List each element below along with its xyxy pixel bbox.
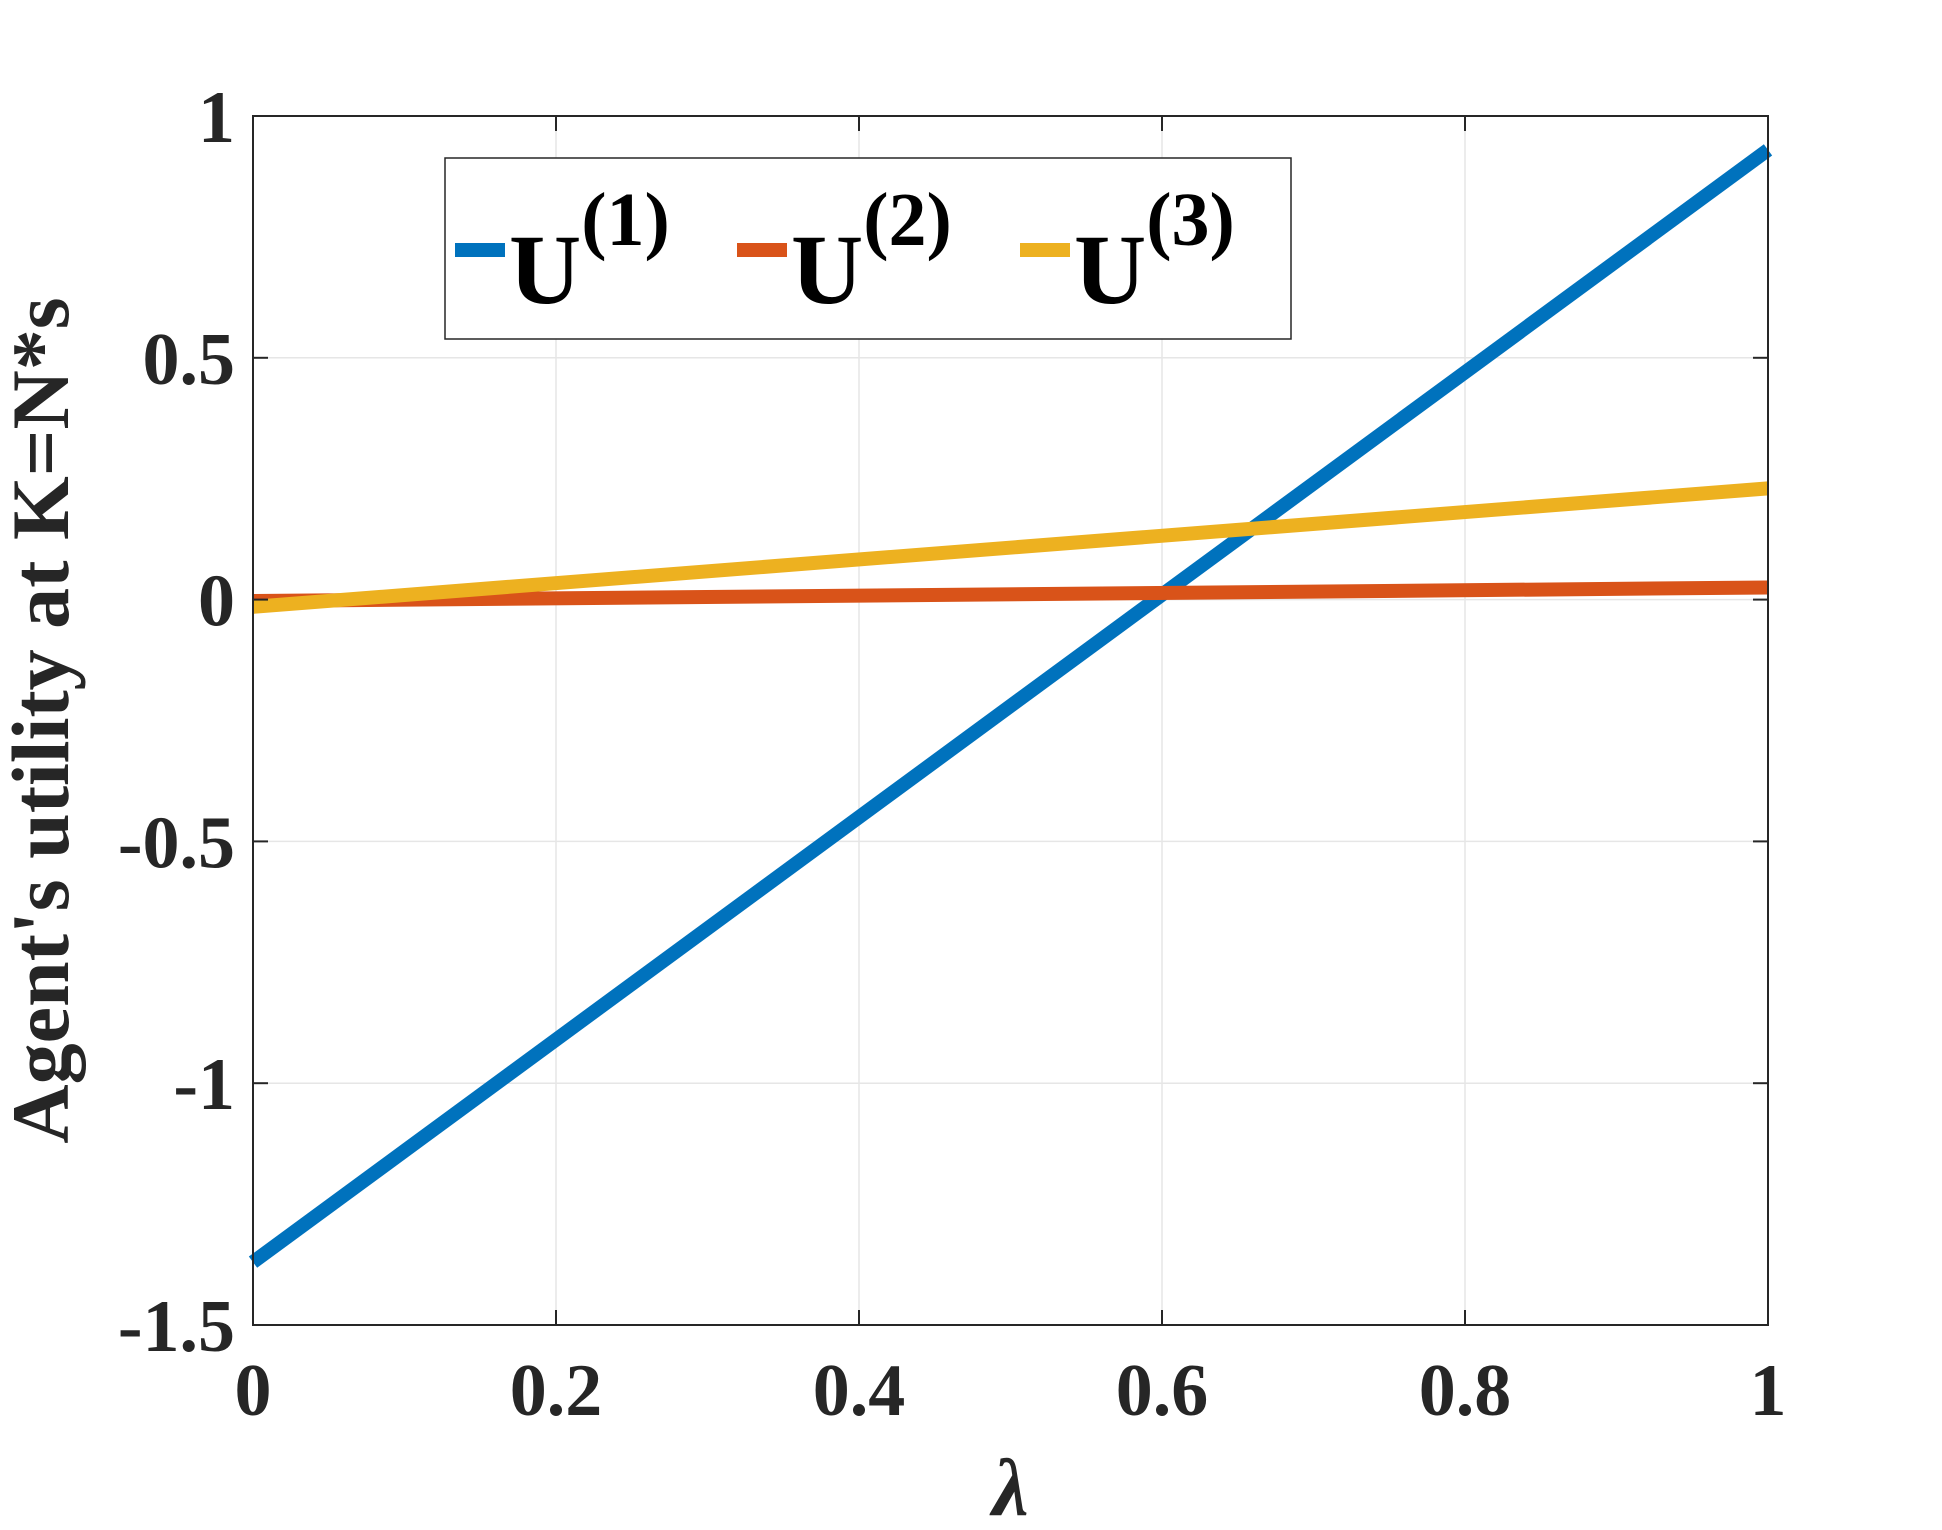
x-tick-label: 1 (1750, 1350, 1787, 1432)
series-lines (248, 144, 1773, 1268)
legend-label-base: U (509, 214, 581, 325)
legend-label-3: U(3) (1074, 178, 1235, 325)
legend-label-1: U(1) (509, 178, 670, 325)
x-tick-labels: 0 0.2 0.4 0.6 0.8 1 (235, 1350, 1787, 1432)
legend-label-base: U (791, 214, 863, 325)
legend-label-superscript: (1) (581, 178, 670, 262)
y-tick-label: 0 (198, 561, 235, 643)
y-tick-label: -0.5 (118, 802, 235, 884)
y-axis-label: Agent's utility at K=N*s (0, 297, 86, 1143)
x-tick-label: 0.2 (510, 1350, 603, 1432)
y-tick-label: 0.5 (143, 319, 236, 401)
y-tick-labels: -1.5 -1 -0.5 0 0.5 1 (118, 77, 235, 1368)
axis-ticks (252, 115, 1769, 1326)
legend-label-superscript: (2) (863, 178, 952, 262)
legend: U(1) U(2) U(3) (444, 157, 1292, 340)
legend-box (444, 157, 1292, 340)
x-axis-label: λ (989, 1442, 1028, 1530)
x-tick-label: 0.4 (813, 1350, 906, 1432)
y-tick-label: 1 (198, 77, 235, 159)
legend-label-base: U (1074, 214, 1146, 325)
legend-label-2: U(2) (791, 178, 952, 325)
plot-area-border (252, 115, 1769, 1326)
series-line-3 (252, 481, 1769, 614)
legend-label-superscript: (3) (1146, 178, 1235, 262)
series-line-2 (252, 580, 1769, 609)
x-tick-label: 0.6 (1116, 1350, 1209, 1432)
y-tick-label: -1.5 (118, 1286, 235, 1368)
series-line-1 (248, 144, 1773, 1268)
x-tick-label: 0.8 (1419, 1350, 1512, 1432)
y-tick-label: -1 (173, 1044, 235, 1126)
x-tick-label: 0 (235, 1350, 272, 1432)
